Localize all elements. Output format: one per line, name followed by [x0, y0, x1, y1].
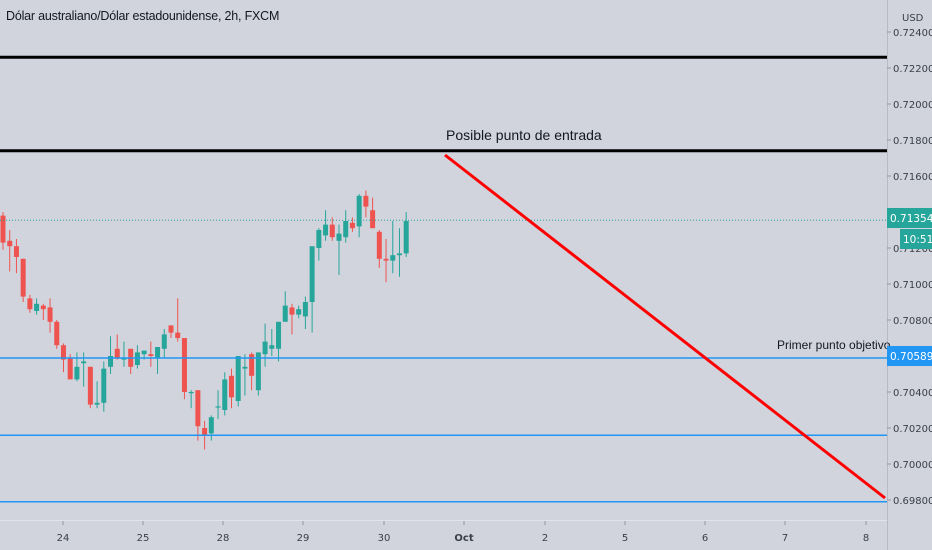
- candle-body: [40, 305, 46, 310]
- candle-body: [7, 240, 13, 247]
- x-tick-label: 30: [378, 533, 391, 544]
- y-tick-label: 0.72400: [893, 28, 932, 39]
- horizontal-lines: [0, 55, 887, 503]
- candle-body: [356, 195, 362, 227]
- candle-body: [74, 366, 80, 380]
- x-tick-label: 5: [622, 533, 628, 544]
- current-price-badge: [887, 208, 932, 228]
- candle-body: [289, 307, 295, 315]
- candle-body: [94, 402, 100, 405]
- target-price-badge: [887, 346, 932, 366]
- candle-body: [34, 303, 40, 311]
- current-price-value: 0.71354: [890, 213, 932, 225]
- x-tick-label: 8: [863, 533, 869, 544]
- candle-body: [276, 321, 282, 349]
- candle-body: [108, 356, 114, 367]
- currency-label: USD: [902, 13, 924, 24]
- candle-body: [370, 210, 376, 229]
- candle-body: [343, 221, 349, 238]
- target-annotation[interactable]: Primer punto objetivo: [777, 338, 891, 352]
- y-tick-label: 0.70800: [893, 316, 932, 327]
- candle-body: [101, 368, 107, 403]
- x-tick-label: 28: [217, 533, 230, 544]
- candle-body: [242, 366, 248, 369]
- candle-body: [168, 325, 174, 333]
- candle-body: [20, 258, 26, 297]
- candle-body: [376, 231, 382, 259]
- x-tick-label: 2: [542, 533, 548, 544]
- candle-body: [316, 230, 322, 248]
- y-tick-label: 0.70000: [893, 460, 932, 471]
- candle-body: [309, 246, 315, 302]
- candle-body: [282, 305, 288, 322]
- candle-body: [390, 255, 396, 261]
- candle-body: [296, 309, 302, 315]
- y-tick-label: 0.72000: [893, 100, 932, 111]
- candle-body: [13, 246, 19, 257]
- x-tick-label: 24: [57, 533, 70, 544]
- candle-body: [155, 347, 161, 358]
- candle-body: [349, 222, 355, 229]
- x-tick-label: 6: [702, 533, 708, 544]
- y-tick-label: 0.69800: [893, 496, 932, 507]
- candle-body: [208, 417, 214, 434]
- y-tick-label: 0.71800: [893, 136, 932, 147]
- candle-body: [403, 221, 409, 254]
- candle-body: [336, 233, 342, 241]
- candle-body: [81, 361, 87, 364]
- candle-body: [181, 338, 187, 392]
- target-price-value: 0.70589: [890, 351, 932, 363]
- y-tick-label: 0.72200: [893, 64, 932, 75]
- y-tick-label: 0.71600: [893, 172, 932, 183]
- candle-body: [195, 390, 201, 427]
- candle-body: [148, 354, 154, 356]
- y-tick-label: 0.70200: [893, 424, 932, 435]
- trend-line[interactable]: [444, 153, 886, 500]
- chart-title: Dólar australiano/Dólar estadounidense, …: [6, 9, 280, 23]
- countdown-badge: [900, 229, 932, 249]
- candle-body: [262, 341, 268, 355]
- candle-body: [222, 379, 228, 410]
- candle-body: [269, 345, 275, 349]
- candle-body: [228, 375, 234, 398]
- candle-body: [383, 258, 389, 261]
- x-tick-label: 7: [782, 533, 788, 544]
- candle-body: [363, 195, 369, 207]
- candle-body: [323, 224, 329, 236]
- candle-body: [249, 354, 255, 376]
- time-axis[interactable]: 24 25 28 29 30 Oct 2 5 6 7 8: [57, 521, 870, 544]
- candle-body: [396, 253, 402, 256]
- candle-body: [60, 345, 66, 360]
- y-tick-label: 0.70400: [893, 388, 932, 399]
- candle-body: [161, 334, 167, 349]
- candle-body: [235, 356, 241, 401]
- y-tick-label: 0.71200: [893, 244, 932, 255]
- candle-body: [255, 352, 261, 391]
- candle-body: [302, 302, 308, 317]
- candle-body: [47, 307, 53, 322]
- candle-body: [175, 332, 181, 338]
- candle-body: [202, 428, 208, 436]
- candle-body: [0, 215, 6, 243]
- candlestick-series: [0, 190, 409, 450]
- candle-body: [141, 350, 147, 355]
- candle-body: [67, 357, 73, 380]
- candle-body: [54, 321, 60, 346]
- candle-body: [188, 392, 194, 394]
- candle-body: [27, 298, 33, 310]
- x-tick-label: 29: [297, 533, 310, 544]
- price-axis[interactable]: USD 0.72400 0.72200 0.72000 0.71800 0.71600 0…: [887, 13, 932, 507]
- x-tick-label: Oct: [454, 533, 473, 544]
- candle-body: [114, 348, 120, 358]
- entry-annotation[interactable]: Posible punto de entrada: [446, 127, 602, 143]
- countdown-value: 10:51: [903, 234, 932, 246]
- candle-body: [215, 406, 221, 408]
- candle-body: [329, 224, 335, 238]
- candle-body: [87, 366, 93, 405]
- y-tick-label: 0.71000: [893, 280, 932, 291]
- x-tick-label: 25: [137, 533, 150, 544]
